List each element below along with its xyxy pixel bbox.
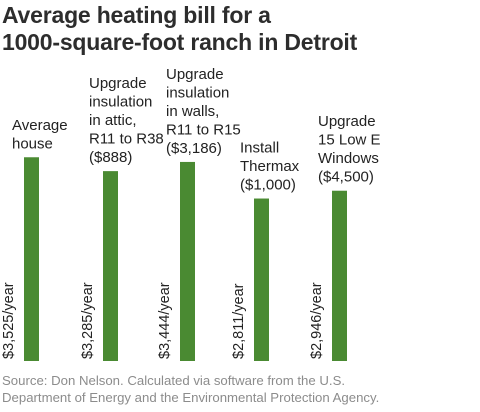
bar-3 [180, 161, 195, 361]
value-label-2: $3,285/year [80, 282, 96, 359]
category-label-1: Average house [12, 117, 68, 153]
value-label-4: $2,811/year [231, 283, 247, 359]
category-label-line: insulation [89, 94, 152, 111]
category-label-line: ($888) [89, 149, 132, 166]
category-label-line: Thermax [240, 158, 300, 175]
chart-title-line-1: Average heating bill for a [2, 2, 271, 28]
category-label-line: Windows [318, 150, 379, 167]
category-label-line: in walls, [166, 103, 219, 120]
category-label-line: R11 to R15 [166, 121, 241, 138]
category-label-line: in attic, [89, 112, 137, 129]
category-label-line: Install [240, 140, 279, 157]
value-label-5: $2,946/year [309, 282, 325, 359]
category-label-line: house [12, 135, 53, 152]
source-line-2: Department of Energy and the Environment… [2, 390, 380, 405]
category-label-2: Upgrade insulation in attic, R11 to R38 ($88… [89, 75, 164, 166]
category-label-line: Average [12, 117, 68, 134]
source-line-1: Source: Don Nelson. Calculated via softw… [2, 373, 346, 388]
category-label-line: ($1,000) [240, 177, 296, 194]
category-label-line: R11 to R38 [89, 131, 164, 148]
value-label-3: $3,444/year [157, 282, 173, 359]
value-label-1: $3,525/year [1, 282, 17, 359]
bar-2 [103, 171, 118, 361]
category-label-line: Upgrade [89, 75, 147, 92]
bar-4 [254, 198, 269, 361]
category-label-line: Upgrade [166, 66, 224, 83]
category-label-line: ($4,500) [318, 169, 374, 186]
source-note: Source: Don Nelson. Calculated via softw… [2, 372, 478, 406]
category-label-line: insulation [166, 84, 229, 101]
bar-1 [24, 157, 39, 361]
category-label-5: Upgrade 15 Low E Windows ($4,500) [318, 113, 381, 186]
bar-5 [332, 190, 347, 361]
chart-title: Average heating bill for a 1000-square-f… [2, 2, 478, 56]
category-label-line: 15 Low E [318, 132, 381, 149]
category-label-4: Install Thermax ($1,000) [240, 140, 300, 194]
category-label-line: Upgrade [318, 113, 376, 130]
chart-title-line-2: 1000-square-foot ranch in Detroit [2, 29, 358, 55]
category-label-3: Upgrade insulation in walls, R11 to R15 ($3,… [166, 66, 241, 157]
category-label-line: ($3,186) [166, 140, 222, 157]
